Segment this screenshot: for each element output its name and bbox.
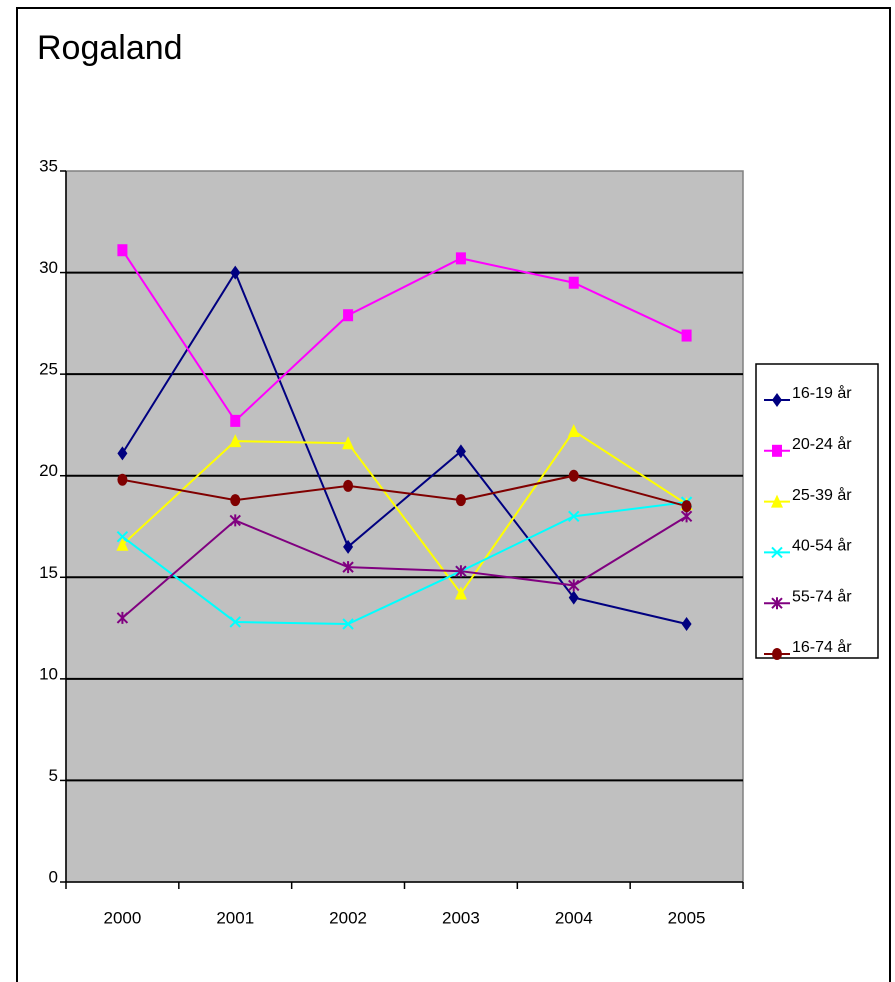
x-tick-label: 2003 [442, 908, 480, 927]
x-tick-label: 2001 [216, 908, 254, 927]
legend-label: 55-74 år [792, 587, 852, 605]
legend-label: 20-24 år [792, 435, 852, 453]
marker [772, 444, 782, 457]
marker [342, 618, 354, 630]
marker [455, 444, 466, 459]
marker [454, 586, 467, 600]
marker [568, 469, 579, 482]
y-tick-label: 5 [49, 766, 58, 785]
marker [117, 473, 128, 486]
marker [455, 565, 467, 578]
x-tick-label: 2000 [104, 908, 142, 927]
marker [680, 510, 693, 523]
marker [229, 434, 242, 448]
y-tick-label: 25 [39, 360, 58, 379]
x-tick-label: 2005 [668, 908, 706, 927]
legend-label: 16-74 år [792, 638, 852, 656]
x-tick-label: 2002 [329, 908, 367, 927]
legend-label: 40-54 år [792, 537, 852, 555]
marker [771, 597, 783, 610]
y-tick-label: 10 [39, 664, 58, 683]
marker [343, 539, 354, 554]
x-tick-label: 2004 [555, 908, 593, 927]
marker [771, 546, 783, 559]
legend [755, 363, 879, 659]
marker [771, 494, 783, 508]
marker [681, 500, 692, 513]
legend-label: 16-19 år [792, 384, 852, 402]
y-tick-label: 30 [39, 258, 58, 277]
marker [681, 329, 692, 342]
marker [117, 446, 128, 461]
series-line [122, 474, 687, 508]
plot-area [65, 170, 744, 883]
marker [568, 579, 580, 592]
marker [229, 514, 241, 527]
marker [116, 537, 129, 551]
marker [568, 590, 579, 605]
y-tick-label: 20 [39, 461, 58, 480]
marker [117, 244, 128, 257]
marker [455, 494, 466, 507]
marker [455, 252, 466, 265]
y-tick-label: 35 [39, 156, 58, 175]
marker [342, 436, 355, 450]
y-tick-label: 15 [39, 563, 58, 582]
marker [681, 617, 692, 632]
marker [230, 494, 241, 507]
marker [230, 265, 241, 280]
marker [772, 648, 782, 660]
marker [567, 424, 580, 438]
legend-label: 25-39 år [792, 486, 852, 504]
marker [116, 530, 129, 543]
marker [343, 479, 354, 492]
marker [230, 414, 241, 427]
marker [343, 309, 354, 322]
marker [772, 393, 782, 407]
series-line [121, 501, 687, 626]
marker [568, 510, 580, 523]
y-tick-label: 0 [49, 867, 58, 886]
chart-title: Rogaland [37, 29, 183, 67]
series-line [121, 270, 687, 625]
marker [116, 611, 129, 624]
marker [568, 276, 579, 289]
series-line [121, 515, 688, 619]
series-line [121, 249, 688, 423]
marker [342, 561, 354, 574]
marker [229, 616, 241, 628]
series-line [121, 429, 688, 596]
